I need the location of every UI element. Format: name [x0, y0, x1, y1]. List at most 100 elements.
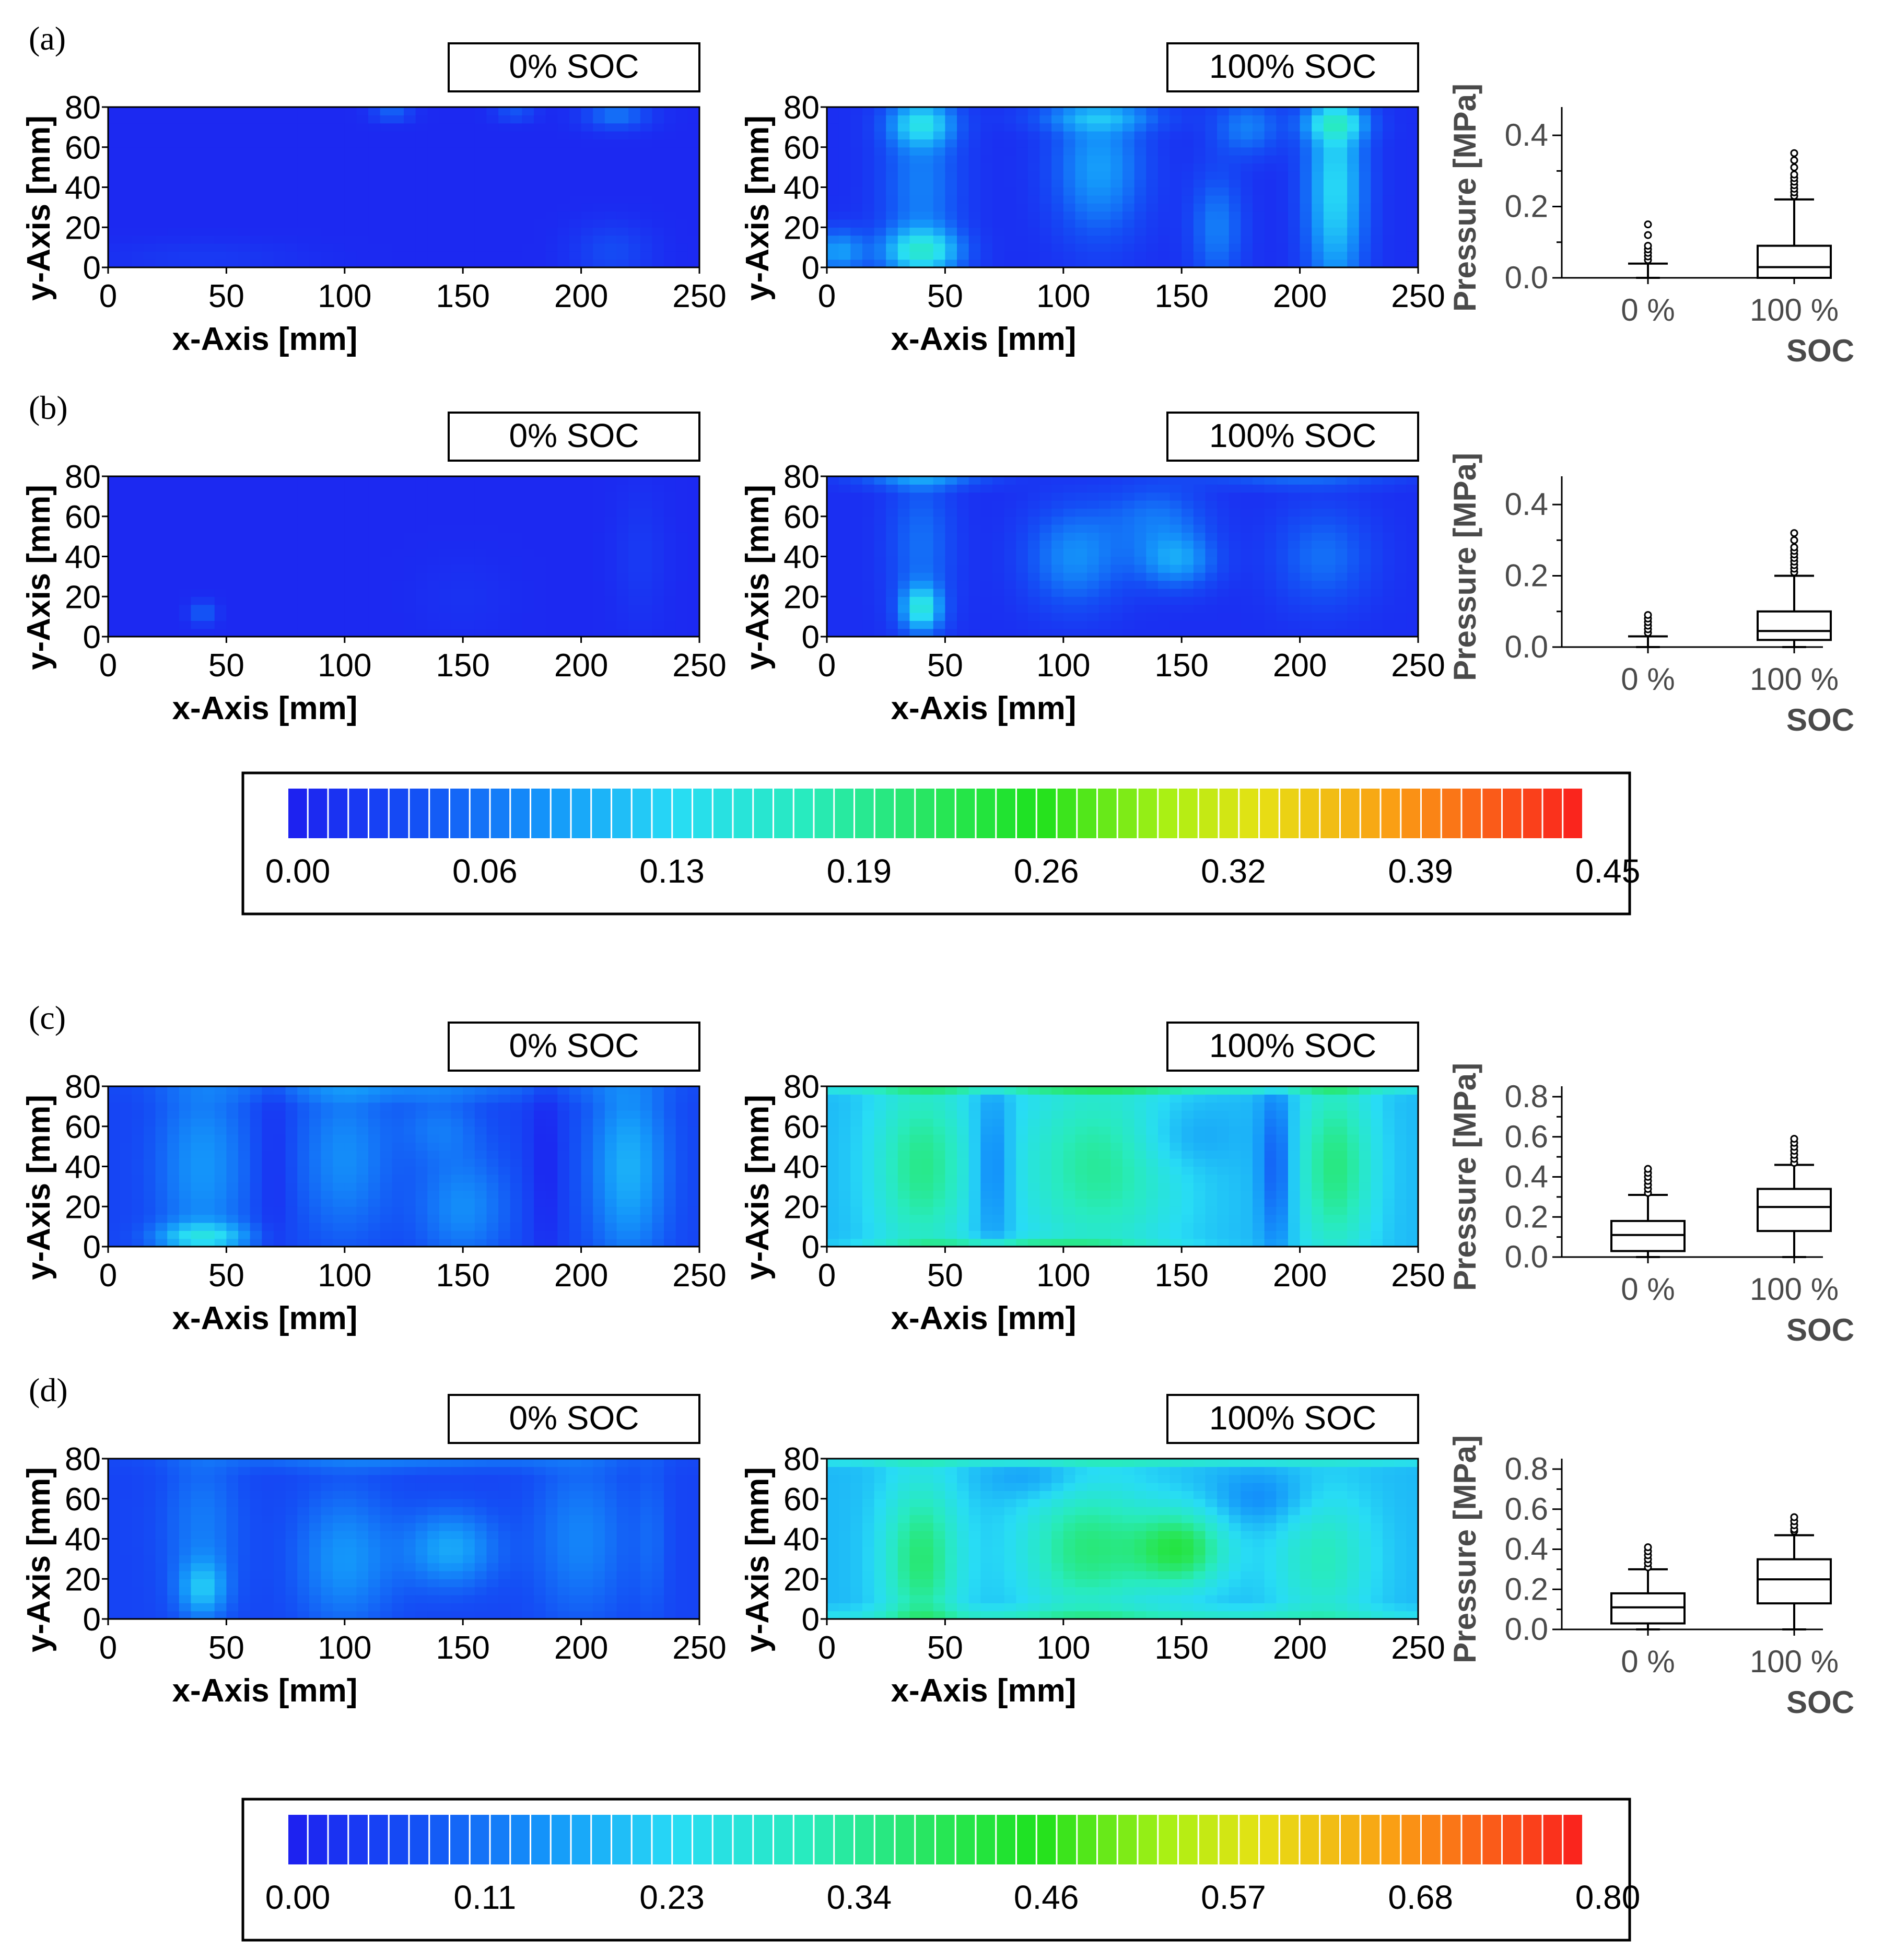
- heatmap-cell: [143, 155, 156, 164]
- heatmap-cell: [968, 219, 981, 228]
- heatmap-cell: [498, 564, 511, 573]
- heatmap-cell: [687, 588, 700, 597]
- heatmap-cell: [1323, 492, 1336, 501]
- heatmap-cell: [897, 139, 910, 148]
- heatmap-cell: [404, 251, 416, 260]
- heatmap-cell: [486, 195, 499, 204]
- heatmap-cell: [155, 492, 168, 501]
- heatmap-cell: [439, 508, 452, 517]
- heatmap-cell: [226, 548, 239, 557]
- heatmap-cell: [191, 1158, 203, 1167]
- heatmap-cell: [534, 1110, 546, 1119]
- heatmap-cell: [392, 524, 404, 533]
- heatmap-cell: [1276, 604, 1289, 613]
- heatmap-cell: [250, 171, 262, 180]
- heatmap-cell: [108, 1126, 121, 1135]
- heatmap-cell: [297, 1150, 310, 1159]
- heatmap-cell: [143, 171, 156, 180]
- heatmap-cell: [1300, 556, 1312, 565]
- heatmap-cell: [427, 243, 440, 252]
- heatmap-cell: [108, 171, 121, 180]
- heatmap-cell: [909, 187, 922, 196]
- heatmap-cell: [1146, 259, 1159, 268]
- heatmap-cell: [1016, 564, 1028, 573]
- heatmap-cell: [909, 179, 922, 188]
- heatmap-cell: [616, 195, 629, 204]
- heatmap-cell: [933, 604, 945, 613]
- heatmap-cell: [1146, 163, 1159, 172]
- heatmap-cell: [874, 524, 886, 533]
- heatmap-cell: [356, 484, 369, 493]
- heatmap-cell: [1264, 564, 1277, 573]
- heatmap-cell: [1383, 235, 1395, 244]
- heatmap-cell: [1359, 259, 1372, 268]
- heatmap-cell: [143, 500, 156, 509]
- x-axis-title: SOC: [1786, 702, 1854, 737]
- heatmap-cell: [297, 195, 310, 204]
- heatmap-cell: [356, 588, 369, 597]
- heatmap-cell: [463, 524, 475, 533]
- heatmap-cell: [214, 251, 227, 260]
- heatmap-cell: [451, 115, 463, 124]
- heatmap-cell: [1027, 540, 1040, 549]
- heatmap-cell: [545, 187, 558, 196]
- heatmap: [821, 412, 1419, 643]
- heatmap-cell: [545, 1126, 558, 1135]
- heatmap-cell: [214, 195, 227, 204]
- heatmap-cell: [273, 139, 286, 148]
- heatmap-cell: [333, 195, 345, 204]
- heatmap-cell: [1359, 524, 1372, 533]
- heatmap-cell: [522, 492, 534, 501]
- heatmap-cell: [1383, 155, 1395, 164]
- heatmap-cell: [1359, 628, 1372, 637]
- heatmap-cell: [675, 532, 688, 541]
- heatmap-cell: [1264, 532, 1277, 541]
- soc-title-box: [1166, 412, 1419, 462]
- heatmap-cell: [167, 588, 180, 597]
- heatmap-cell: [356, 1110, 369, 1119]
- heatmap-cell: [968, 171, 981, 180]
- heatmap-cell: [120, 620, 132, 629]
- x-tick-label: 100: [318, 648, 371, 684]
- heatmap-cell: [557, 1174, 570, 1183]
- heatmap-cell: [1087, 187, 1100, 196]
- heatmap-cell: [392, 476, 404, 485]
- heatmap-cell: [510, 1102, 522, 1111]
- heatmap-cell: [1335, 492, 1348, 501]
- heatmap-cell: [250, 508, 262, 517]
- heatmap-cell: [1110, 203, 1123, 212]
- heatmap-cell: [309, 500, 322, 509]
- heatmap-cell: [1229, 604, 1241, 613]
- heatmap-cell: [534, 187, 546, 196]
- heatmap-cell: [1229, 620, 1241, 629]
- heatmap-cell: [415, 115, 428, 124]
- heatmap-cell: [992, 187, 1005, 196]
- heatmap-cell: [921, 139, 934, 148]
- heatmap-cell: [1063, 227, 1076, 236]
- heatmap-cell: [108, 1086, 121, 1095]
- heatmap-cell: [1027, 532, 1040, 541]
- heatmap-cell: [945, 476, 957, 485]
- heatmap-cell: [1182, 259, 1194, 268]
- heatmap-cell: [321, 516, 333, 525]
- heatmap-cell: [534, 179, 546, 188]
- heatmap-cell: [980, 628, 993, 637]
- heatmap-cell: [1193, 596, 1206, 605]
- heatmap-cell: [1371, 251, 1383, 260]
- heatmap-cell: [640, 540, 653, 549]
- outlier-point: [1790, 529, 1798, 537]
- heatmap-cell: [368, 1182, 381, 1191]
- heatmap-cell: [285, 1198, 298, 1207]
- heatmap-cell: [250, 155, 262, 164]
- heatmap-cell: [486, 596, 499, 605]
- heatmap-cell: [886, 628, 898, 637]
- heatmap-cell: [545, 564, 558, 573]
- heatmap-cell: [1205, 155, 1218, 164]
- heatmap-cell: [344, 516, 357, 525]
- heatmap-cell: [1229, 235, 1241, 244]
- heatmap-cell: [652, 211, 664, 220]
- heatmap-cell: [1039, 556, 1052, 565]
- heatmap-cell: [1312, 508, 1324, 517]
- heatmap-cell: [155, 1110, 168, 1119]
- heatmap-cell: [132, 1094, 144, 1103]
